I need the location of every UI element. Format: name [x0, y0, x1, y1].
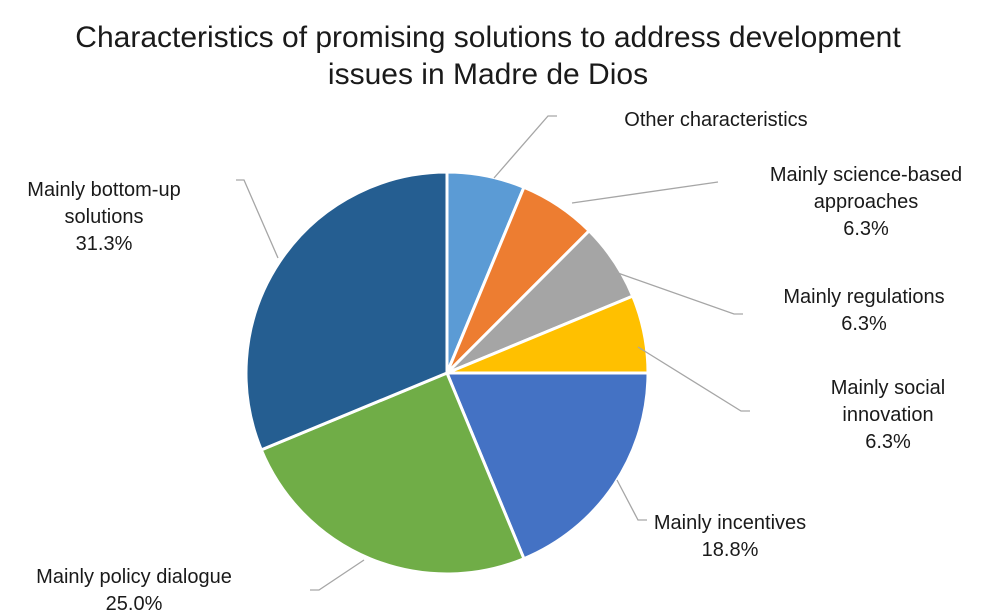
slice-label-other-characteristics: Other characteristics	[624, 109, 807, 131]
leader-line-mainly-bottom-up-solutions	[236, 179, 279, 259]
slice-value-mainly-social-innovation: 6.3%	[865, 431, 911, 453]
chart-title-line-2: issues in Madre de Dios	[328, 58, 648, 91]
slice-label-mainly-science-based-approaches: approaches	[814, 191, 919, 213]
pie-slices	[244, 170, 650, 576]
leader-line-other-characteristics	[493, 115, 557, 179]
slice-label-mainly-science-based-approaches: Mainly science-based	[770, 164, 962, 186]
slice-value-mainly-science-based-approaches: 6.3%	[843, 218, 889, 240]
slice-label-mainly-regulations: Mainly regulations	[783, 286, 944, 308]
pie-slice-mainly-incentives	[445, 371, 650, 561]
leader-line-mainly-incentives	[616, 479, 647, 521]
slice-value-mainly-regulations: 6.3%	[841, 313, 887, 335]
leader-line-mainly-science-based-approaches	[571, 181, 719, 204]
slice-label-mainly-incentives: Mainly incentives	[654, 512, 806, 534]
slice-label-mainly-social-innovation: innovation	[842, 404, 933, 426]
slice-value-mainly-policy-dialogue: 25.0%	[106, 593, 163, 612]
slice-labels: Other characteristics Mainly science-base…	[27, 109, 962, 612]
slice-label-mainly-policy-dialogue: Mainly policy dialogue	[36, 566, 232, 588]
leader-line-mainly-policy-dialogue	[310, 559, 365, 591]
slice-value-mainly-bottom-up-solutions: 31.3%	[76, 233, 133, 255]
leader-lines	[236, 115, 750, 591]
leader-line-mainly-social-innovation	[637, 346, 750, 412]
chart-title-line-1: Characteristics of promising solutions t…	[75, 21, 901, 54]
pie-slice-mainly-bottom-up-solutions	[244, 170, 449, 452]
slice-value-mainly-incentives: 18.8%	[702, 539, 759, 561]
slice-label-mainly-bottom-up-solutions: Mainly bottom-up	[27, 179, 180, 201]
leader-line-mainly-regulations	[614, 271, 743, 315]
slice-label-mainly-social-innovation: Mainly social	[831, 377, 945, 399]
slice-label-mainly-bottom-up-solutions: solutions	[65, 206, 144, 228]
